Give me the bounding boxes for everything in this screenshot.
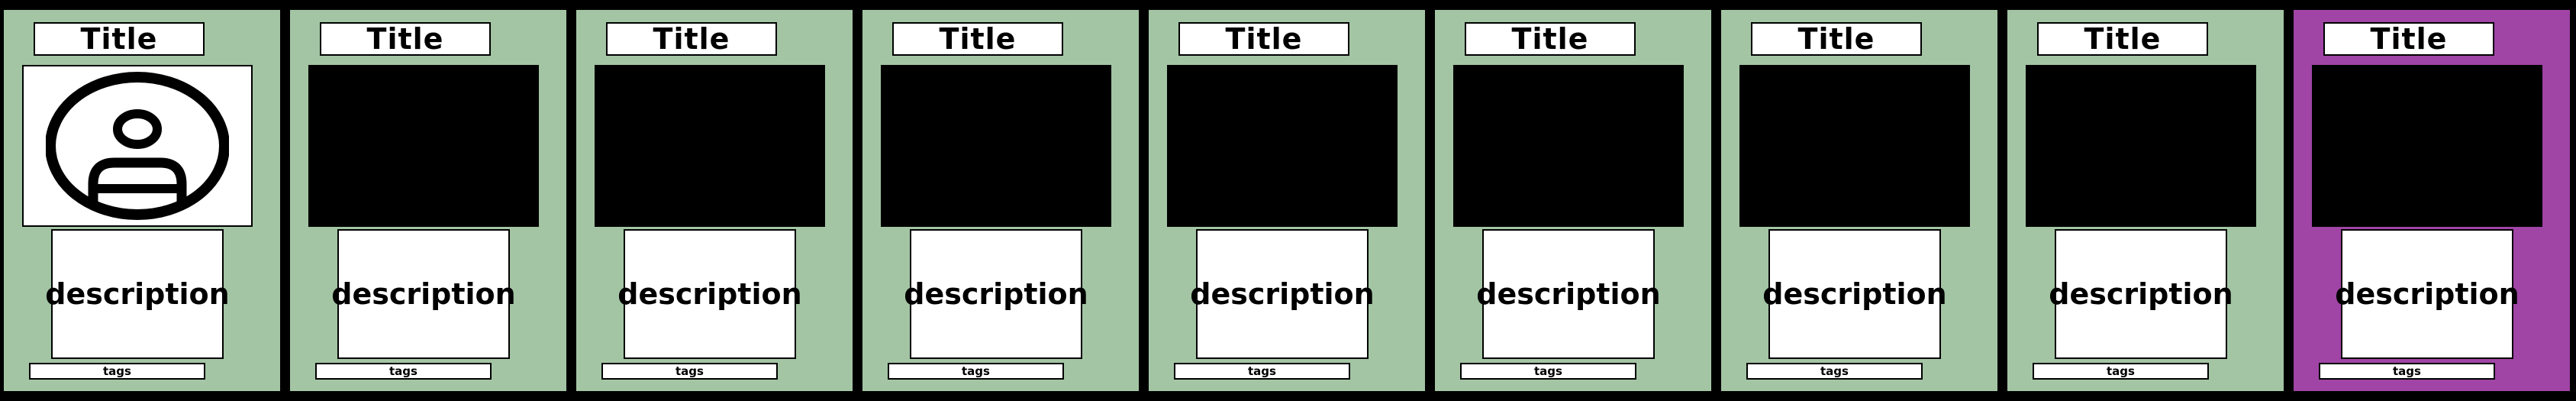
card-2[interactable]: Title description tags: [290, 10, 566, 391]
card-description: description: [1190, 229, 1375, 359]
user-avatar-icon: [46, 72, 229, 220]
card-image-placeholder: [308, 65, 539, 227]
card-description: description: [617, 229, 802, 359]
card-6[interactable]: Title description tags: [1435, 10, 1711, 391]
card-image-placeholder: [2312, 65, 2542, 227]
card-tags: tags: [888, 363, 1064, 380]
card-8[interactable]: Title description tags: [2007, 10, 2284, 391]
card-tags: tags: [2319, 363, 2495, 380]
card-title: Title: [892, 22, 1063, 56]
card-description: description: [331, 229, 516, 359]
card-5[interactable]: Title description tags: [1149, 10, 1425, 391]
card-tags: tags: [2033, 363, 2209, 380]
card-1[interactable]: Title description tags: [4, 10, 280, 391]
card-image-placeholder: [595, 65, 825, 227]
card-description: description: [2049, 229, 2233, 359]
card-description: description: [2335, 229, 2520, 359]
card-image-placeholder: [1167, 65, 1398, 227]
card-image-placeholder: [2026, 65, 2256, 227]
card-4[interactable]: Title description tags: [862, 10, 1139, 391]
card-description: description: [1476, 229, 1661, 359]
card-description: description: [1762, 229, 1947, 359]
card-tags: tags: [315, 363, 492, 380]
card-image: [22, 65, 253, 227]
card-tags: tags: [1460, 363, 1636, 380]
card-title: Title: [1178, 22, 1349, 56]
card-tags: tags: [601, 363, 778, 380]
card-title: Title: [1465, 22, 1636, 56]
card-title: Title: [320, 22, 491, 56]
card-9-selected[interactable]: Title description tags: [2294, 10, 2570, 391]
card-title: Title: [34, 22, 205, 56]
card-image-placeholder: [881, 65, 1111, 227]
card-title: Title: [2037, 22, 2208, 56]
card-image-placeholder: [1739, 65, 1970, 227]
card-description: description: [45, 229, 230, 359]
card-title: Title: [606, 22, 777, 56]
card-description: description: [904, 229, 1088, 359]
card-title: Title: [2323, 22, 2494, 56]
card-title: Title: [1751, 22, 1922, 56]
card-tags: tags: [1746, 363, 1923, 380]
card-image-placeholder: [1453, 65, 1684, 227]
card-tags: tags: [1174, 363, 1350, 380]
card-7[interactable]: Title description tags: [1721, 10, 1997, 391]
card-tags: tags: [29, 363, 205, 380]
card-3[interactable]: Title description tags: [576, 10, 853, 391]
